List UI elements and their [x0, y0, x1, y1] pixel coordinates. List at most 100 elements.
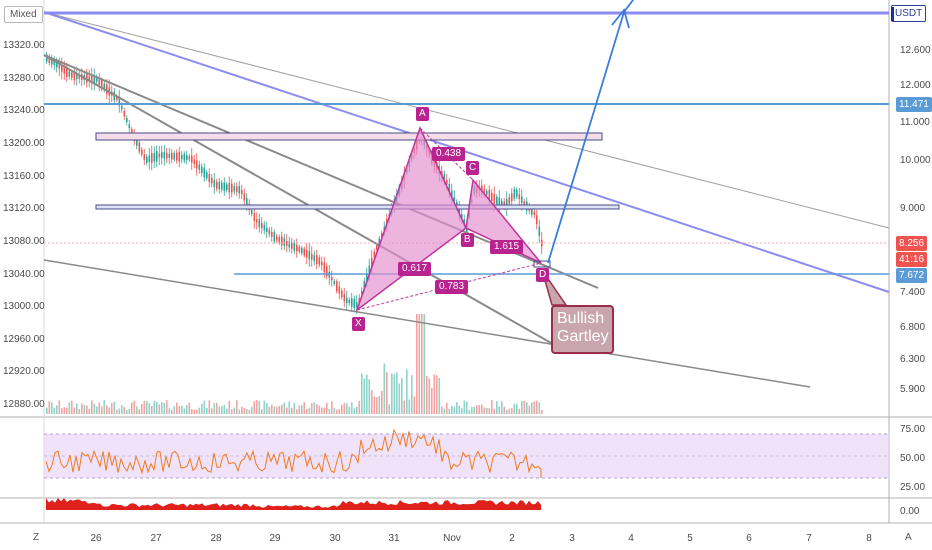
volume-bar — [138, 409, 141, 414]
outer-trendline[interactable] — [43, 11, 890, 229]
volume-bar — [301, 405, 303, 414]
time-axis-label: 4 — [628, 533, 634, 544]
candle-body — [533, 211, 536, 216]
d-zone-box[interactable] — [533, 260, 551, 268]
time-axis-label: 31 — [388, 533, 400, 544]
time-axis-label: Nov — [443, 533, 461, 544]
point-d-label: D — [536, 268, 550, 282]
bullish-gartley-callout[interactable]: Bullish Gartley — [551, 305, 614, 354]
candle-body — [151, 153, 153, 163]
volume-bar — [146, 401, 148, 414]
candle-body — [341, 290, 343, 298]
mode-toggle-button[interactable]: Mixed — [4, 6, 43, 23]
candle-body — [253, 213, 256, 221]
volume-bar — [281, 404, 283, 414]
volume-bar — [256, 400, 258, 414]
candle-body — [158, 153, 161, 158]
volume-bar — [231, 409, 233, 414]
left-axis-tick: 13000.00 — [3, 301, 45, 312]
candle-body — [188, 156, 191, 160]
candle-body — [463, 219, 466, 226]
volume-bar — [456, 402, 458, 414]
time-axis-label: 27 — [150, 533, 162, 544]
candle-body — [186, 155, 188, 160]
lower-trendline[interactable] — [43, 259, 811, 388]
candle-body — [336, 281, 338, 292]
candle-body — [76, 73, 78, 80]
candle-body — [161, 152, 163, 158]
volume-bar — [466, 401, 468, 414]
candle-body — [101, 79, 103, 90]
candle-body — [343, 294, 346, 302]
candle-body — [308, 250, 311, 260]
volume-bar — [101, 406, 103, 414]
volume-bar — [316, 404, 318, 414]
point-a-label: A — [416, 107, 429, 121]
volume-bar — [356, 406, 358, 414]
candle-body — [206, 172, 208, 179]
candle-body — [128, 124, 131, 129]
rsi-line[interactable] — [45, 428, 542, 478]
candle-body — [331, 277, 333, 281]
candle-body — [361, 291, 363, 295]
candle-body — [346, 297, 348, 303]
candle-body — [513, 189, 516, 199]
volume-bar — [178, 406, 181, 414]
candle-body — [198, 164, 201, 170]
currency-label[interactable]: USDT — [891, 5, 927, 22]
volume-bar — [508, 408, 511, 414]
upper-trendline[interactable] — [43, 11, 890, 293]
volume-bar — [161, 402, 163, 414]
candle-body — [443, 174, 446, 182]
volume-bar — [428, 378, 431, 414]
volume-bar — [73, 407, 76, 414]
volume-bar — [493, 408, 496, 414]
candle-body — [258, 219, 261, 228]
candle-body — [461, 214, 463, 219]
volume-bar — [283, 402, 286, 414]
volume-bar — [461, 408, 463, 414]
candle-body — [63, 66, 66, 74]
projection-arrow[interactable] — [547, 0, 642, 264]
volume-bar — [221, 406, 223, 414]
zoom-corner-label[interactable]: Z — [33, 532, 40, 543]
oscillator-axis[interactable]: 75.00 50.00 25.00 0.00 — [900, 424, 925, 517]
upper-zone-rectangle[interactable] — [95, 132, 603, 141]
xb-ratio-label: 0.617 — [398, 262, 432, 276]
candle-body — [173, 153, 176, 160]
candle-body — [146, 156, 148, 163]
volume-bar — [533, 401, 536, 414]
volume-bar — [483, 407, 486, 414]
volume-bar — [113, 401, 116, 414]
volume-bar — [236, 400, 238, 414]
volume-bar — [201, 403, 203, 414]
volume-bar — [488, 408, 491, 414]
time-axis-label: 8 — [866, 533, 872, 544]
middle-zone-rectangle[interactable] — [95, 204, 620, 210]
time-axis-label: 6 — [746, 533, 752, 544]
arrow-head-icon — [611, 8, 630, 29]
candle-body — [266, 227, 268, 232]
candle-body — [143, 154, 146, 160]
candle-body — [213, 179, 216, 188]
candle-body — [453, 197, 456, 202]
volume-bar — [516, 403, 518, 414]
volume-bar — [506, 409, 508, 414]
volume-bar — [228, 400, 231, 414]
candle-body — [306, 249, 308, 258]
candle-body — [93, 75, 96, 85]
candle-body — [483, 188, 486, 194]
volume-bar — [378, 396, 381, 414]
candle-body — [196, 160, 198, 169]
macd-histogram[interactable] — [46, 498, 541, 510]
left-price-axis[interactable]: 13320.00 13280.00 13240.00 13200.00 13160.00… — [3, 40, 45, 410]
volume-bar — [133, 400, 136, 414]
auto-scale-label[interactable]: A — [905, 532, 912, 543]
volume-bar — [158, 404, 161, 414]
candle-body — [501, 200, 503, 206]
time-axis[interactable]: 26 27 28 29 30 31 Nov 2 3 4 5 6 7 8 — [90, 533, 872, 544]
candle-body — [226, 184, 228, 191]
candle-body — [246, 198, 248, 206]
volume-bar — [521, 401, 523, 414]
